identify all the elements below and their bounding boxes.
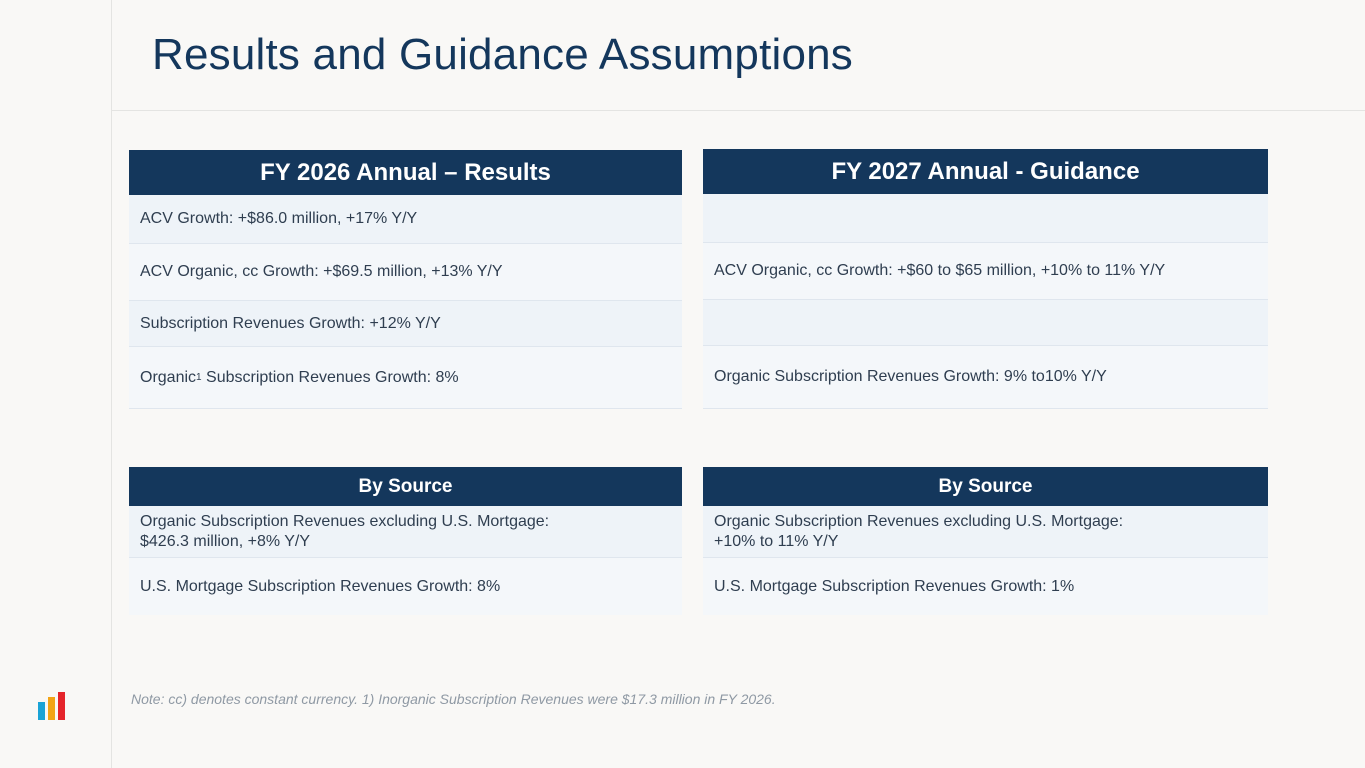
left-divider (111, 0, 112, 768)
results-row: Subscription Revenues Growth: +12% Y/Y (129, 301, 682, 347)
results-header: FY 2026 Annual – Results (129, 150, 682, 195)
guidance-panel: FY 2027 Annual - Guidance ACV Organic, c… (703, 149, 1268, 409)
guidance-source-row-line: +10% to 11% Y/Y (714, 532, 839, 550)
results-source-row-line: $426.3 million, +8% Y/Y (140, 532, 311, 550)
guidance-header: FY 2027 Annual - Guidance (703, 149, 1268, 194)
guidance-source-row-line: Organic Subscription Revenues excluding … (714, 512, 1124, 530)
organic-label: Organic (140, 368, 197, 386)
logo-bar-orange (48, 697, 55, 720)
results-row: ACV Growth: +$86.0 million, +17% Y/Y (129, 195, 682, 244)
title-divider (111, 110, 1365, 111)
results-source-panel: By Source Organic Subscription Revenues … (129, 467, 682, 615)
page-title: Results and Guidance Assumptions (152, 30, 854, 79)
guidance-source-header: By Source (703, 467, 1268, 506)
footnote: Note: cc) denotes constant currency. 1) … (131, 691, 776, 707)
guidance-source-row: U.S. Mortgage Subscription Revenues Grow… (703, 558, 1268, 615)
guidance-row: Organic Subscription Revenues Growth: 9%… (703, 346, 1268, 409)
guidance-row (703, 194, 1268, 243)
bar-chart-logo-icon (38, 692, 65, 720)
results-source-row: U.S. Mortgage Subscription Revenues Grow… (129, 558, 682, 615)
results-source-row: Organic Subscription Revenues excluding … (129, 506, 682, 558)
organic-text: Subscription Revenues Growth: 8% (201, 368, 459, 386)
results-panel: FY 2026 Annual – Results ACV Growth: +$8… (129, 150, 682, 409)
results-row-organic: Organic 1 Subscription Revenues Growth: 8… (129, 347, 682, 409)
guidance-row (703, 300, 1268, 346)
guidance-source-row: Organic Subscription Revenues excluding … (703, 506, 1268, 558)
results-source-header: By Source (129, 467, 682, 506)
logo-bar-blue (38, 702, 45, 720)
results-source-row-line: Organic Subscription Revenues excluding … (140, 512, 550, 530)
logo-bar-red (58, 692, 65, 720)
guidance-row: ACV Organic, cc Growth: +$60 to $65 mill… (703, 243, 1268, 300)
guidance-source-panel: By Source Organic Subscription Revenues … (703, 467, 1268, 615)
results-row: ACV Organic, cc Growth: +$69.5 million, … (129, 244, 682, 301)
